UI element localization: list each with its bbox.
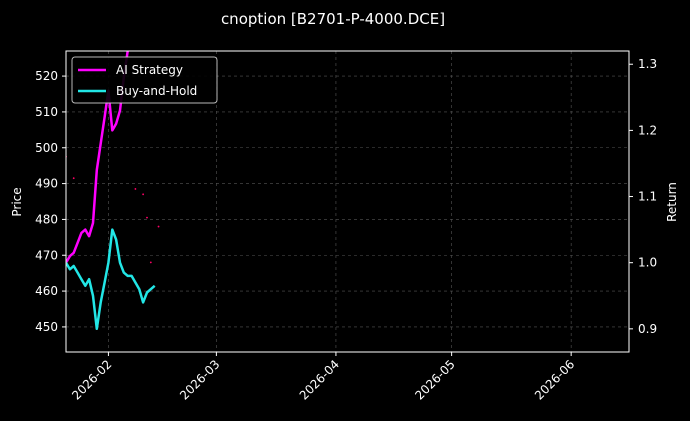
price-point xyxy=(146,216,148,219)
series-line-ai-strategy xyxy=(66,51,129,264)
y2-tick-label: 1.0 xyxy=(638,256,657,270)
legend-label-ai-strategy: AI Strategy xyxy=(116,63,183,77)
legend-label-buy-and-hold: Buy-and-Hold xyxy=(116,84,197,98)
y2-tick-label: 1.1 xyxy=(638,190,657,204)
y2-tick-label: 1.2 xyxy=(638,123,657,137)
y2-tick-label: 1.3 xyxy=(638,57,657,71)
price-point xyxy=(72,177,75,180)
plot-frame xyxy=(65,50,630,353)
legend-box xyxy=(71,56,218,104)
y-axis-label: Price xyxy=(10,187,24,216)
price-point xyxy=(157,225,160,228)
grid xyxy=(66,51,629,352)
price-point xyxy=(142,193,145,196)
price-point xyxy=(149,261,152,264)
y-tick-label: 520 xyxy=(35,69,58,83)
chart-title: cnoption [B2701-P-4000.DCE] xyxy=(221,10,445,28)
y-tick-label: 480 xyxy=(35,212,58,226)
y-tick-label: 500 xyxy=(35,141,58,155)
y-tick-label: 450 xyxy=(35,320,58,334)
legend: AI Strategy Buy-and-Hold xyxy=(71,56,218,104)
y2-axis-label: Return xyxy=(665,182,679,222)
y-tick-label: 510 xyxy=(35,105,58,119)
y2-tick-label: 0.9 xyxy=(638,322,657,336)
y-tick-label: 460 xyxy=(35,284,58,298)
price-point xyxy=(134,188,137,190)
series-line-buy-and-hold xyxy=(66,228,156,331)
y-tick-label: 490 xyxy=(35,177,58,191)
y-tick-label: 470 xyxy=(35,248,58,262)
